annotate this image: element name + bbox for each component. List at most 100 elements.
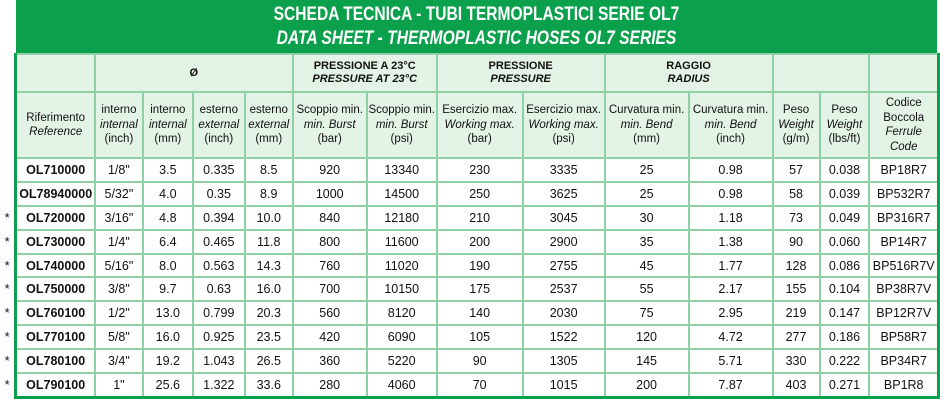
table-cell: 6.4 <box>141 228 194 255</box>
table-cell: 760 <box>291 252 368 279</box>
reference-cell: OL730000 <box>14 228 96 255</box>
column-header-en: min. Burst <box>375 118 428 131</box>
table-cell: 58 <box>771 180 821 207</box>
table-cell: 840 <box>291 204 368 231</box>
table-cell: 14500 <box>365 180 438 207</box>
reference-cell: OL740000 <box>14 252 96 279</box>
row-marker: * <box>0 229 16 254</box>
table-cell: 0.147 <box>818 300 871 327</box>
table-cell: 0.038 <box>818 157 871 183</box>
table-cell: 70 <box>435 371 524 399</box>
group-header-row: Ø PRESSIONE A 23°C PRESSURE AT 23°C PRESS… <box>0 53 940 93</box>
table-cell: 8.5 <box>243 157 294 183</box>
data-sheet-table: Ø PRESSIONE A 23°C PRESSURE AT 23°C PRESS… <box>0 53 940 399</box>
table-cell: 105 <box>435 324 524 351</box>
column-header: Codice Boccola Ferrule Code <box>868 91 940 159</box>
column-header-it: Curvatura min. <box>608 104 685 117</box>
table-cell: BP18R7 <box>868 157 940 183</box>
table-cell: BP14R7 <box>868 228 940 255</box>
table-cell: 0.086 <box>818 252 871 279</box>
table-cell: 3.5 <box>141 157 194 183</box>
table-cell: 920 <box>291 157 368 183</box>
reference-cell: OL760100 <box>14 300 96 327</box>
reference-cell: OL710000 <box>14 157 96 183</box>
column-header-unit: (psi) <box>390 133 413 146</box>
column-header-it: esterno <box>249 104 288 117</box>
table-cell: 0.049 <box>818 204 871 231</box>
table-cell: 0.98 <box>687 180 774 207</box>
table-row: OL78940000 5/32" 4.0 0.35 8.9 1000 14500 250 362… <box>0 180 940 207</box>
table-cell: 1015 <box>521 371 606 399</box>
table-cell: 0.104 <box>818 276 871 303</box>
column-header-unit: (inch) <box>204 133 234 146</box>
table-row: * OL730000 1/4" 6.4 0.465 11.8 800 11600 200 2900… <box>0 228 940 255</box>
table-cell: 155 <box>771 276 821 303</box>
row-marker: * <box>0 253 16 278</box>
table-cell: 0.563 <box>191 252 246 279</box>
table-cell: 4.0 <box>141 180 194 207</box>
column-header-unit: (inch) <box>104 133 134 146</box>
table-cell: 4.8 <box>141 204 194 231</box>
group-label-en: RADIUS <box>667 73 710 85</box>
table-cell: 57 <box>771 157 821 183</box>
table-cell: 1522 <box>521 324 606 351</box>
table-cell: 55 <box>603 276 690 303</box>
table-cell: 5/32" <box>93 180 144 207</box>
table-cell: 145 <box>603 348 690 375</box>
table-cell: 11.8 <box>243 228 294 255</box>
table-row: * OL790100 1" 25.6 1.322 33.6 280 4060 70 1015 200… <box>0 371 940 399</box>
table-cell: 1.38 <box>687 228 774 255</box>
table-cell: 73 <box>771 204 821 231</box>
table-cell: 230 <box>435 157 524 183</box>
column-header-en: external <box>248 118 290 131</box>
column-header: Peso Weight (lbs/ft) <box>818 91 871 159</box>
column-header-it: Curvatura min. <box>692 104 769 117</box>
column-header-unit: (bar) <box>317 133 342 146</box>
table-cell: 700 <box>291 276 368 303</box>
table-cell: 0.799 <box>191 300 246 327</box>
table-cell: 5/16" <box>93 252 144 279</box>
column-header-en: Working max. <box>444 118 515 131</box>
table-row: * OL750000 3/8" 9.7 0.63 16.0 700 10150 175 2537 5… <box>0 276 940 303</box>
column-header-en: Weight <box>778 118 814 131</box>
reference-cell: OL720000 <box>14 204 96 231</box>
table-cell: 0.335 <box>191 157 246 183</box>
group-empty <box>868 53 940 93</box>
table-cell: 2537 <box>521 276 606 303</box>
reference-cell: OL750000 <box>14 276 96 303</box>
table-cell: 90 <box>771 228 821 255</box>
table-cell: 250 <box>435 180 524 207</box>
column-header: Scoppio min. min. Burst (bar) <box>291 91 368 159</box>
table-cell: 0.186 <box>818 324 871 351</box>
table-cell: 1" <box>93 371 144 399</box>
table-cell: BP1R8 <box>868 371 940 399</box>
table-row: * OL740000 5/16" 8.0 0.563 14.3 760 11020 190 275… <box>0 252 940 279</box>
table-cell: 0.271 <box>818 371 871 399</box>
column-header-unit: (g/m) <box>782 133 810 146</box>
column-header-en: min. Bend <box>704 118 757 131</box>
table-cell: 75 <box>603 300 690 327</box>
table-cell: 2900 <box>521 228 606 255</box>
table-cell: 23.5 <box>243 324 294 351</box>
table-cell: 190 <box>435 252 524 279</box>
table-cell: BP316R7 <box>868 204 940 231</box>
table-cell: 9.7 <box>141 276 194 303</box>
table-cell: 45 <box>603 252 690 279</box>
column-header-it: Peso <box>782 104 810 117</box>
group-label-en: PRESSURE AT 23°C <box>312 73 418 85</box>
table-cell: 210 <box>435 204 524 231</box>
column-header-en2: Code <box>889 140 918 153</box>
table-cell: 560 <box>291 300 368 327</box>
reference-cell: OL790100 <box>14 371 96 399</box>
table-cell: 3/8" <box>93 276 144 303</box>
reference-cell: OL770100 <box>14 324 96 351</box>
table-cell: 0.060 <box>818 228 871 255</box>
table-cell: 1/2" <box>93 300 144 327</box>
column-header-it: Scoppio min. <box>296 104 363 117</box>
group-burst-pressure: PRESSIONE A 23°C PRESSURE AT 23°C <box>291 53 438 93</box>
table-cell: 8.0 <box>141 252 194 279</box>
table-cell: 90 <box>435 348 524 375</box>
column-header-en: min. Burst <box>303 118 356 131</box>
table-cell: 0.925 <box>191 324 246 351</box>
table-cell: 140 <box>435 300 524 327</box>
